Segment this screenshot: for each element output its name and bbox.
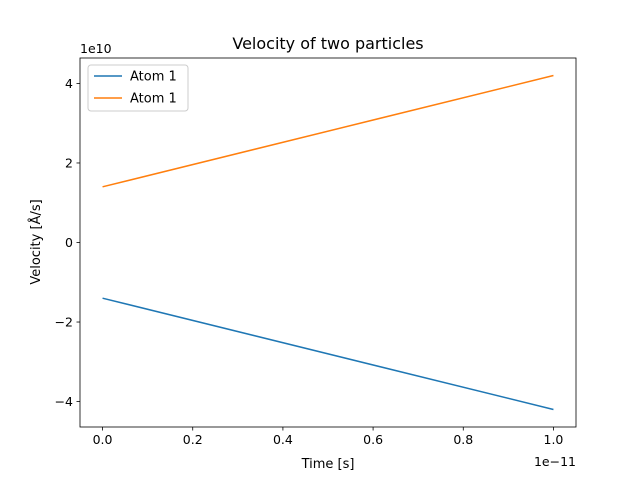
x-tick-label: 0.8 xyxy=(453,432,473,447)
y-tick-label: 4 xyxy=(65,76,73,91)
y-axis-label: Velocity [Å/s] xyxy=(28,199,44,284)
y-tick-label: −2 xyxy=(55,315,73,330)
legend-label: Atom 1 xyxy=(130,92,177,107)
plot-area: 0.0 0.2 0.4 0.6 0.8 1.0 −4 −2 0 2 4 Atom 1 Atom 1 xyxy=(55,57,577,447)
x-tick-label: 0.4 xyxy=(273,432,293,447)
x-tick-label: 1.0 xyxy=(544,432,564,447)
y-tick-label: 0 xyxy=(65,235,73,250)
x-axis-label: Time [s] xyxy=(301,457,355,472)
y-tick-label: 2 xyxy=(65,155,73,170)
series-line-1 xyxy=(102,297,554,411)
x-tick-label: 0.2 xyxy=(183,432,203,447)
series-line-2 xyxy=(102,74,554,188)
x-offset-text: 1e−11 xyxy=(534,454,576,469)
legend-label: Atom 1 xyxy=(130,70,177,85)
x-tick-label: 0.6 xyxy=(363,432,383,447)
x-tick-label: 0.0 xyxy=(93,432,113,447)
chart-title: Velocity of two particles xyxy=(232,34,423,53)
y-tick-label: −4 xyxy=(55,394,73,409)
y-offset-text: 1e10 xyxy=(80,41,112,56)
